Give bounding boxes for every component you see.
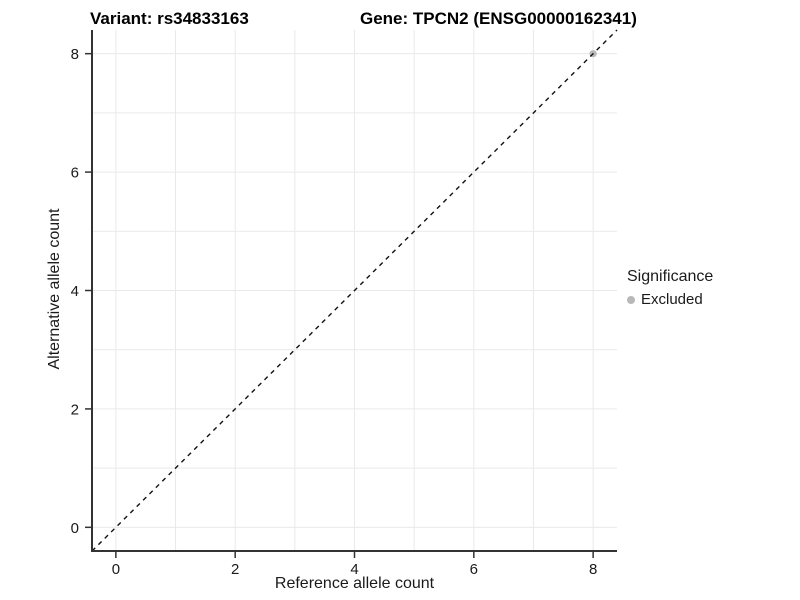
y-tick-label: 2 bbox=[71, 401, 79, 418]
legend-item-excluded: Excluded bbox=[627, 291, 713, 308]
x-tick-label: 8 bbox=[589, 561, 597, 578]
y-axis-title: Alternative allele count bbox=[46, 208, 63, 370]
legend-item-label: Excluded bbox=[641, 291, 703, 308]
y-tick-label: 0 bbox=[71, 520, 79, 537]
y-tick-label: 8 bbox=[71, 46, 79, 63]
identity-reference-line bbox=[91, 29, 618, 552]
excluded-point-icon bbox=[627, 295, 635, 304]
x-tick-label: 4 bbox=[350, 561, 358, 578]
x-tick-label: 0 bbox=[112, 561, 120, 578]
plot-title-gene: Gene: TPCN2 (ENSG00000162341) bbox=[360, 9, 637, 28]
x-tick-label: 6 bbox=[470, 561, 478, 578]
legend-title: Significance bbox=[627, 268, 714, 285]
x-axis-title: Reference allele count bbox=[274, 575, 435, 592]
y-tick-label: 4 bbox=[71, 283, 79, 300]
y-tick-label: 6 bbox=[71, 165, 79, 182]
x-tick-label: 2 bbox=[231, 561, 239, 578]
legend: Significance Excluded bbox=[627, 268, 713, 308]
plot-title-variant: Variant: rs34833163 bbox=[90, 9, 249, 28]
